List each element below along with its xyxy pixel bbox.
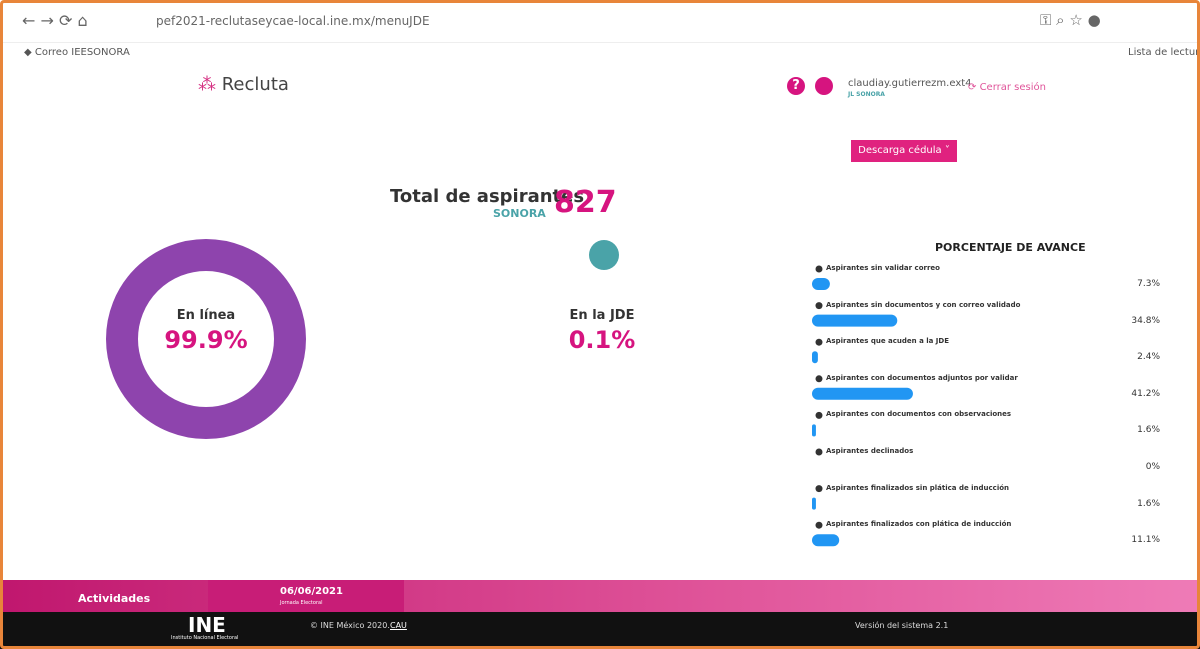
role: JL SONORA — [848, 91, 885, 98]
progress-bar — [812, 534, 840, 547]
progress-value: 41.2% — [1131, 388, 1160, 399]
progress-label: Aspirantes finalizados sin plática de in… — [826, 483, 1010, 492]
user: claudiay.gutierrezm.ext4 — [848, 78, 972, 89]
total-label: Total de aspirantes — [390, 186, 585, 207]
progress-value: 11.1% — [1131, 535, 1160, 546]
toolbar-icons: ⚿ ⌕ ☆ ● — [1040, 11, 1101, 29]
progress-label: Aspirantes con documentos con observacio… — [826, 410, 1012, 419]
download-button[interactable]: Descarga cédula ˅ — [851, 140, 957, 162]
copyright: © INE México 2020. — [310, 621, 390, 630]
brand[interactable]: ⁂ Recluta — [198, 74, 289, 95]
bullet — [815, 485, 823, 493]
logout[interactable]: ⟳ Cerrar sesión — [968, 82, 1046, 93]
footer — [0, 612, 1200, 649]
reading-list[interactable]: Lista de lectura — [1128, 47, 1200, 58]
activity-bar — [0, 580, 1200, 612]
date: 06/06/2021 — [280, 586, 343, 597]
bullet — [815, 521, 823, 529]
user-icon — [815, 77, 833, 95]
bullet — [815, 411, 823, 419]
logout-text: Cerrar sesión — [979, 82, 1046, 93]
bookmark-text: Correo IEESONORA — [34, 47, 130, 58]
download-text: Descarga cédula — [858, 145, 942, 156]
progress-value: 0% — [1145, 462, 1160, 472]
visuals — [106, 239, 913, 547]
progress-label: Aspirantes sin documentos y con correo v… — [826, 300, 1021, 309]
progress-title: PORCENTAJE DE AVANCE — [935, 241, 1086, 254]
bullet — [815, 375, 823, 383]
progress-value: 1.6% — [1137, 425, 1160, 436]
logo: INE — [188, 613, 226, 637]
progress-bar — [812, 278, 830, 290]
cau[interactable]: CAU — [390, 621, 407, 630]
nav-icons[interactable]: ← → ⟳ ⌂ — [22, 11, 88, 30]
progress-label: Aspirantes que acuden a la JDE — [826, 337, 949, 346]
progress-label: Aspirantes con documentos adjuntos por v… — [826, 373, 1018, 382]
help-icon[interactable]: ? — [787, 77, 805, 95]
progress-value: 7.3% — [1137, 279, 1160, 289]
progress-label: Aspirantes sin validar correo — [826, 264, 940, 272]
progress-value: 34.8% — [1131, 315, 1160, 326]
version: Versión del sistema 2.1 — [855, 621, 949, 630]
progress-bar — [812, 424, 816, 437]
bullet — [815, 448, 823, 456]
url[interactable]: pef2021-reclutaseycae-local.ine.mx/menuJ… — [156, 14, 430, 28]
total-value: 827 — [554, 185, 617, 220]
donut-ring — [106, 239, 306, 439]
progress-value: 1.6% — [1137, 498, 1160, 509]
progress-label: Aspirantes declinados — [826, 447, 914, 455]
date-box — [208, 580, 404, 612]
bullet — [815, 265, 823, 273]
progress-value: 2.4% — [1137, 352, 1160, 363]
total-state: SONORA — [493, 207, 546, 220]
donut-label: En línea — [176, 308, 236, 323]
progress-bar — [812, 387, 913, 400]
progress-bar — [812, 497, 816, 510]
brand-text: Recluta — [221, 74, 289, 95]
progress-label: Aspirantes finalizados con plática de in… — [826, 520, 1012, 529]
donut-value: 99.9% — [164, 326, 248, 354]
logo-caption: Instituto Nacional Electoral — [171, 635, 239, 641]
jde-label: En la JDE — [569, 308, 635, 323]
jde-dot — [589, 240, 619, 270]
browser-toolbar: ← → ⟳ ⌂ pef2021-reclutaseycae-local.ine.… — [0, 0, 1200, 43]
progress-bar — [812, 314, 898, 327]
bullet — [815, 338, 823, 346]
bookmark[interactable]: ◆ Correo IEESONORA — [24, 47, 130, 58]
jde-value: 0.1% — [568, 326, 636, 354]
bullet — [815, 302, 823, 310]
activities[interactable]: Actividades — [78, 592, 151, 605]
progress-bar — [812, 351, 818, 364]
date-caption: Jornada Electoral — [280, 600, 323, 606]
